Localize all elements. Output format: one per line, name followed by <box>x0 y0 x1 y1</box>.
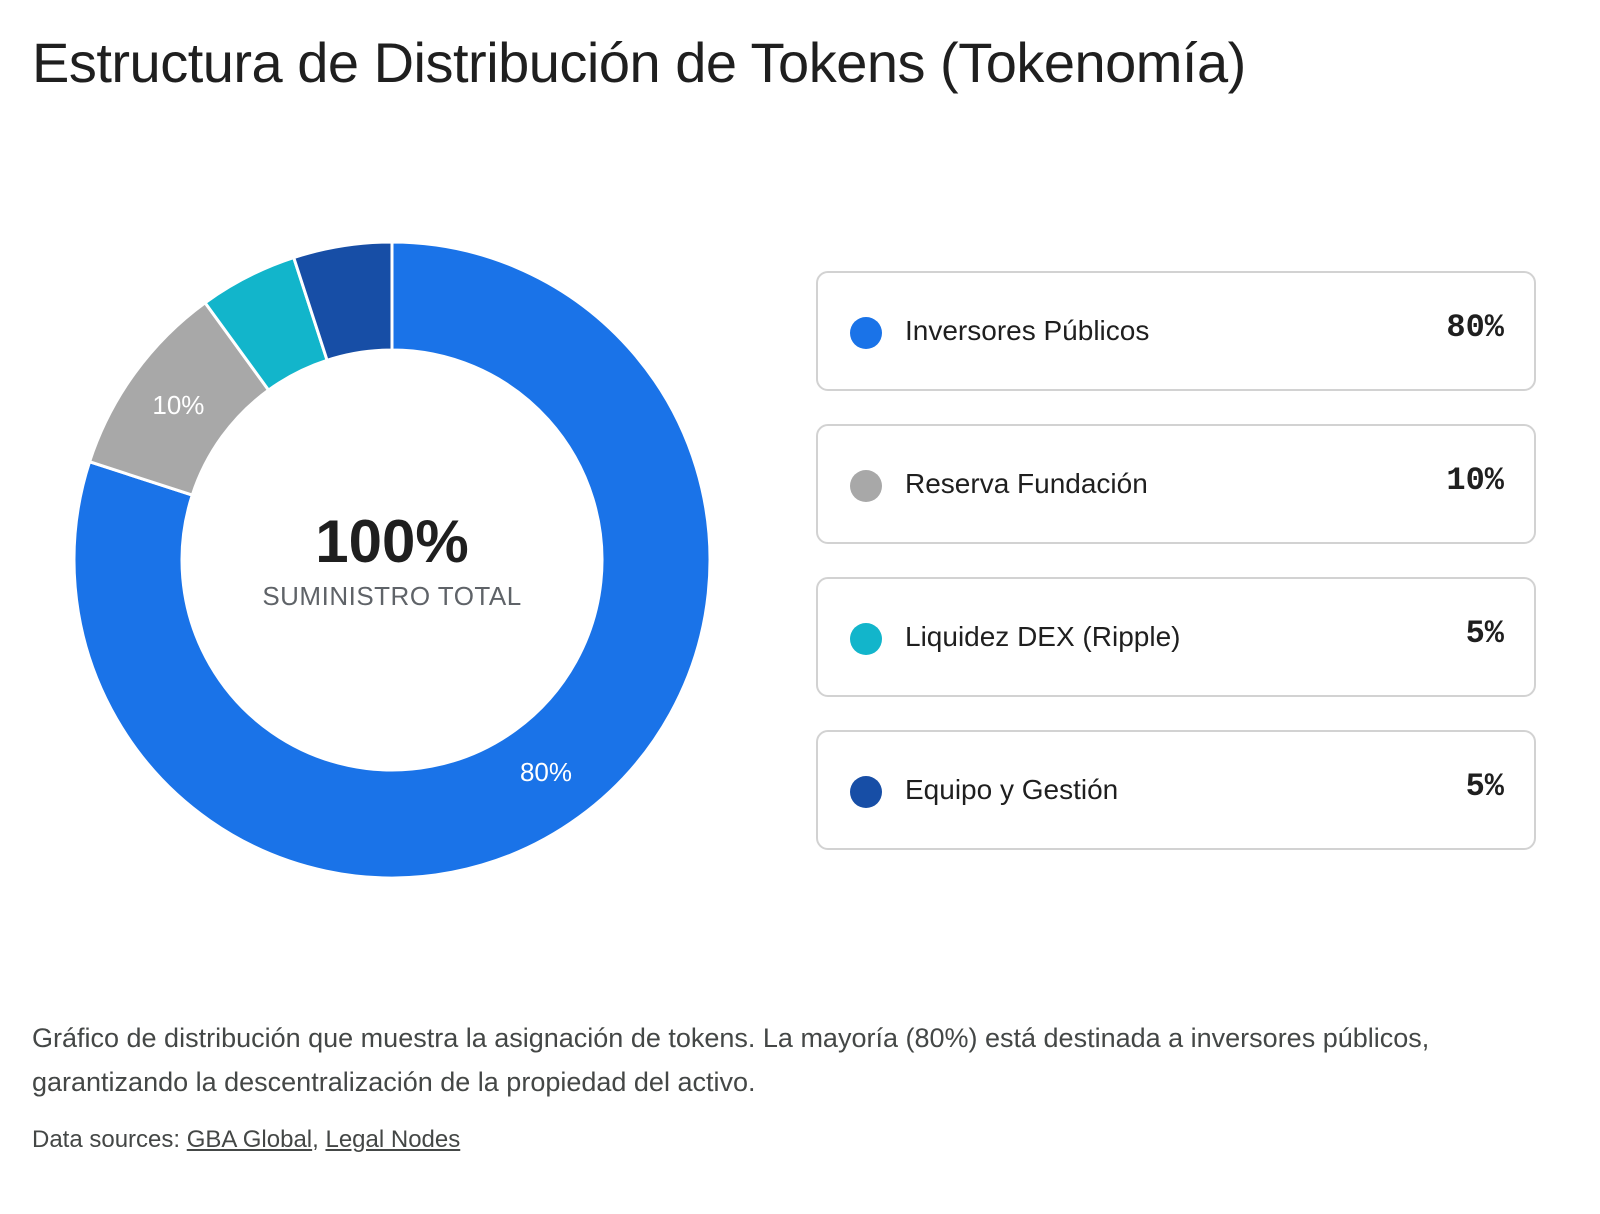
sources-prefix: Data sources: <box>32 1126 187 1153</box>
chart-title: Estructura de Distribución de Tokens (To… <box>32 31 1246 94</box>
legend-item-liquidez-dex[interactable]: Liquidez DEX (Ripple) 5% <box>816 577 1536 697</box>
legend-item-value: 5% <box>1465 768 1504 805</box>
legend-item-label: Reserva Fundación <box>905 468 1148 499</box>
legend-item-label: Liquidez DEX (Ripple) <box>905 621 1181 652</box>
sources-separator: , <box>312 1126 326 1153</box>
legend-item-label: Equipo y Gestión <box>905 774 1119 805</box>
donut-chart: 80% 10% 100% SUMINISTRO TOTAL <box>72 240 712 880</box>
data-sources: Data sources: GBA Global, Legal Nodes <box>32 1126 460 1154</box>
donut-slice-equipo-y-gesti-n[interactable] <box>291 240 394 363</box>
legend-item-inversores-publicos[interactable]: Inversores Públicos 80% <box>816 271 1536 391</box>
slice-data-label: 10% <box>152 390 204 420</box>
legend-item-value: 5% <box>1465 615 1504 652</box>
donut-slice-inversores-p-blicos[interactable] <box>72 240 712 880</box>
center-label: SUMINISTRO TOTAL <box>262 581 521 611</box>
source-link-legal-nodes[interactable]: Legal Nodes <box>325 1126 461 1153</box>
legend-item-reserva-fundacion[interactable]: Reserva Fundación 10% <box>816 424 1536 544</box>
center-value: 100% <box>315 508 468 575</box>
legend-swatch <box>850 623 882 655</box>
legend-swatch <box>850 317 882 349</box>
legend-item-equipo-gestion[interactable]: Equipo y Gestión 5% <box>816 730 1536 850</box>
legend-item-value: 10% <box>1446 462 1504 499</box>
chart-caption: Gráfico de distribución que muestra la a… <box>32 1023 1430 1097</box>
slice-data-label: 80% <box>520 757 572 787</box>
legend: Inversores Públicos 80% Reserva Fundació… <box>816 271 1536 883</box>
legend-item-label: Inversores Públicos <box>905 315 1150 346</box>
source-link-gba-global[interactable]: GBA Global <box>186 1126 313 1153</box>
legend-swatch <box>850 470 882 502</box>
legend-swatch <box>850 776 882 808</box>
legend-item-value: 80% <box>1446 309 1504 346</box>
